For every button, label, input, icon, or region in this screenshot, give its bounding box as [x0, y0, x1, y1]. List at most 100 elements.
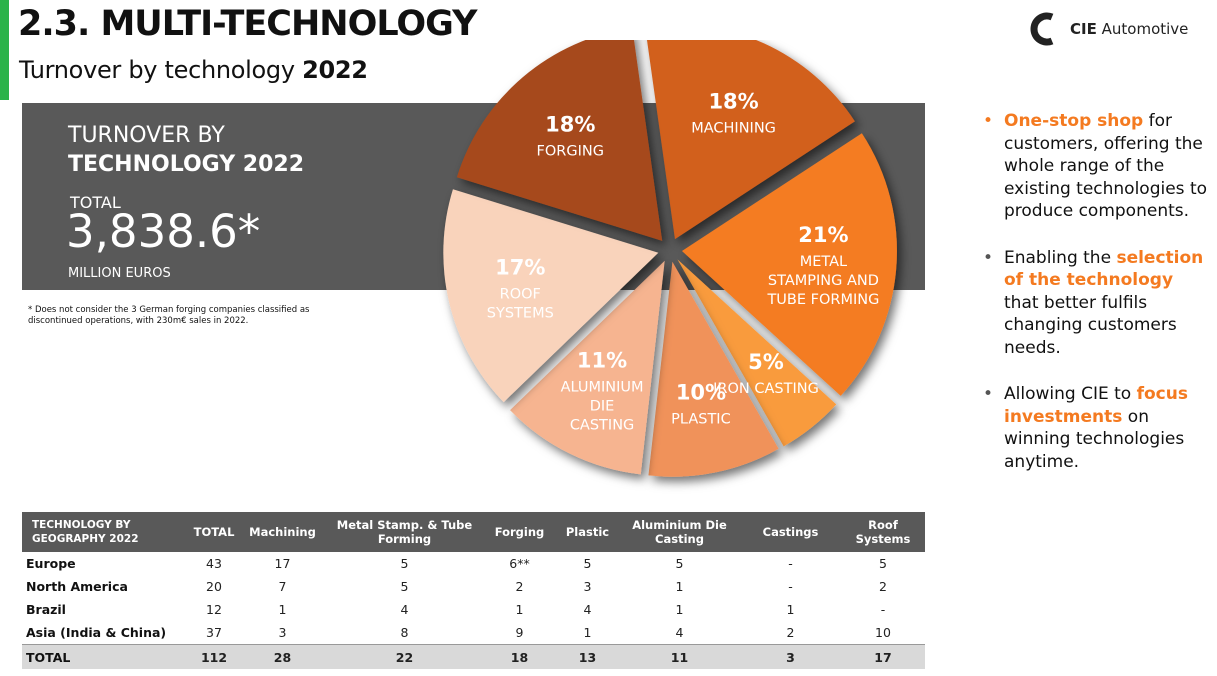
table-cell: 1 — [515, 602, 524, 617]
table-cell: 28 — [239, 644, 326, 669]
page-subtitle: Turnover by technology 2022 — [19, 56, 368, 84]
table-cell: 10 — [875, 625, 891, 640]
table-cell: 22 — [326, 644, 483, 669]
table-cell: 17 — [274, 556, 291, 571]
table-cell: 8 — [400, 625, 409, 640]
row-label: Asia (India & China) — [26, 625, 167, 640]
table-cell: 43 — [206, 556, 222, 571]
subtitle-year: 2022 — [302, 56, 368, 84]
pie-slice — [646, 40, 855, 240]
table-cell: 7 — [278, 579, 287, 594]
table-cell: 5 — [583, 556, 592, 571]
table-cell: - — [788, 556, 793, 571]
footnote: * Does not consider the 3 German forging… — [28, 305, 310, 326]
bullet-item: One-stop shop for customers, offering th… — [983, 110, 1208, 223]
table-cell: 17 — [841, 644, 925, 669]
logo-name: Automotive — [1101, 20, 1189, 38]
cie-logo-icon — [1030, 12, 1054, 46]
slice-category-label: IRON CASTING — [713, 381, 819, 397]
table-cell: 1 — [583, 625, 592, 640]
row-label: Brazil — [26, 602, 66, 617]
slice-category-label: MACHINING — [691, 120, 776, 136]
total-unit: MILLION EUROS — [68, 266, 171, 281]
bullet-list: One-stop shop for customers, offering th… — [983, 110, 1208, 497]
table-cell: 12 — [206, 602, 222, 617]
slice-percent-label: 11% — [577, 349, 627, 373]
column-header: Plastic — [556, 512, 619, 552]
table-cell: 1 — [675, 579, 684, 594]
table-cell: 112 — [189, 644, 239, 669]
table-cell: 4 — [400, 602, 409, 617]
total-value: 3,838.6* — [66, 205, 261, 258]
bullet-item: Allowing CIE to focus investments on win… — [983, 383, 1208, 473]
table-cell: 20 — [206, 579, 222, 594]
bullet-item: Enabling the selection of the technology… — [983, 247, 1208, 360]
bullet-text: for customers, offering the whole range … — [1004, 111, 1208, 221]
summary-heading-line1: TURNOVER BY — [68, 123, 225, 148]
summary-heading-line2: TECHNOLOGY 2022 — [68, 152, 305, 177]
table-row: Brazil 12 1 4 1 4 1 1 - — [22, 598, 925, 621]
table-cell: - — [788, 579, 793, 594]
column-header: Machining — [239, 512, 326, 552]
slice-percent-label: 5% — [748, 350, 784, 374]
slice-category-label: CASTING — [570, 418, 634, 434]
pie-slice — [443, 189, 659, 403]
table-cell: 11 — [619, 644, 740, 669]
slice-percent-label: 17% — [495, 256, 545, 280]
pie-slice — [681, 133, 897, 396]
slice-category-label: ALUMINIUM — [561, 380, 644, 396]
pie-slice — [648, 261, 779, 477]
technology-pie-chart: 18% MACHINING 21% METAL STAMPING AND TUBE FOR… — [443, 40, 897, 477]
bullet-text: that better fulfils changing customers n… — [1004, 292, 1177, 358]
row-label: TOTAL — [22, 644, 189, 669]
slice-category-label: ROOF — [500, 287, 541, 303]
geography-table: TECHNOLOGY BY GEOGRAPHY 2022 TOTAL Machi… — [22, 512, 925, 669]
row-label: North America — [26, 579, 128, 594]
column-header: Aluminium Die Casting — [619, 512, 740, 552]
column-header: Metal Stamp. & Tube Forming — [326, 512, 483, 552]
pie-labels: 18% MACHINING 21% METAL STAMPING AND TUBE FOR… — [487, 89, 880, 433]
pie-slice — [456, 40, 663, 241]
logo-brand: CIE — [1070, 20, 1097, 38]
table-cell: 37 — [206, 625, 222, 640]
slice-percent-label: 21% — [798, 223, 848, 247]
table-cell: 6** — [509, 556, 530, 571]
table-cell: 5 — [400, 579, 409, 594]
pie-slice — [677, 259, 837, 447]
column-header: TOTAL — [189, 512, 239, 552]
table-cell: 4 — [583, 602, 592, 617]
slice-category-label: PLASTIC — [671, 411, 731, 427]
column-header: Forging — [483, 512, 556, 552]
table-header-row: TECHNOLOGY BY GEOGRAPHY 2022 TOTAL Machi… — [22, 512, 925, 552]
page-title: 2.3. MULTI-TECHNOLOGY — [18, 4, 477, 44]
pie-slices — [443, 40, 897, 477]
table-cell: 9 — [515, 625, 524, 640]
bullet-highlight: selection of the technology — [1004, 247, 1204, 291]
slice-category-label: TUBE FORMING — [766, 292, 879, 308]
table-cell: 3 — [278, 625, 287, 640]
table-cell: 1 — [675, 602, 684, 617]
bullet-text: on winning technologies anytime. — [1004, 406, 1185, 472]
table-cell: 2 — [879, 579, 887, 594]
table-cell: 3 — [740, 644, 841, 669]
table-cell: 1 — [278, 602, 287, 617]
table-total-row: TOTAL 112 28 22 18 13 11 3 17 — [22, 644, 925, 669]
row-label: Europe — [26, 556, 76, 571]
slice-category-label: METAL — [800, 254, 847, 270]
bullet-highlight: focus investments — [1004, 384, 1188, 427]
slice-category-label: DIE — [590, 399, 615, 415]
summary-heading: TURNOVER BY TECHNOLOGY 2022 — [68, 121, 304, 179]
slice-category-label: FORGING — [537, 143, 604, 159]
bullet-highlight: One-stop shop — [1004, 111, 1144, 131]
table-cell: 1 — [786, 602, 795, 617]
table-cell: 5 — [879, 556, 887, 571]
table-cell: 2 — [786, 625, 795, 640]
slice-category-label: SYSTEMS — [487, 306, 554, 322]
accent-bar — [0, 0, 9, 100]
table-row: Europe 43 17 5 6** 5 5 - 5 — [22, 552, 925, 575]
column-header: Castings — [740, 512, 841, 552]
table-cell: 3 — [583, 579, 592, 594]
company-logo: CIE Automotive — [1030, 12, 1188, 46]
slice-percent-label: 18% — [708, 89, 758, 113]
table-row: North America 20 7 5 2 3 1 - 2 — [22, 575, 925, 598]
